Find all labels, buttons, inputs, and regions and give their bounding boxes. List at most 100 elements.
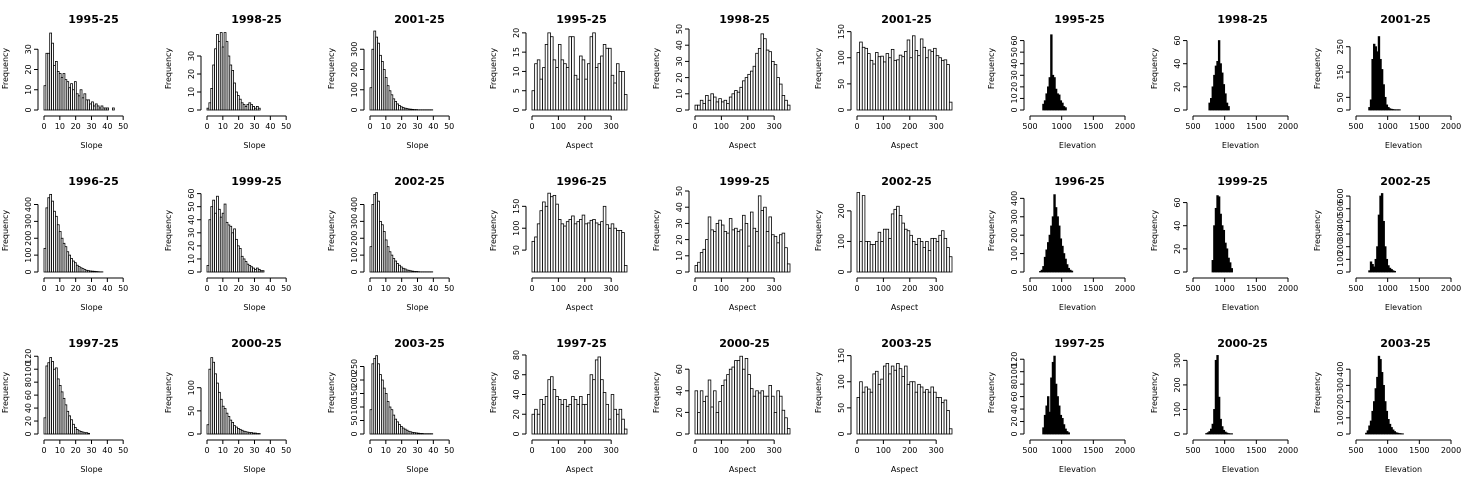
y-tick-label: 40 [1173, 59, 1182, 69]
histogram-bar [949, 102, 952, 110]
y-tick-label: 30 [1010, 70, 1019, 80]
panel-title: 2000-25 [231, 337, 282, 350]
x-tick-label: 100 [876, 284, 891, 293]
x-tick-label: 40 [428, 284, 438, 293]
y-tick-label: 20 [1010, 416, 1019, 426]
y-axis-label: Frequency [489, 210, 498, 252]
y-tick-label: 150 [837, 348, 846, 363]
y-tick-label: 250 [1336, 39, 1345, 54]
x-tick-label: 300 [929, 284, 944, 293]
x-axis-label: Elevation [1385, 465, 1422, 474]
x-tick-label: 40 [265, 446, 275, 455]
y-tick-label: 0 [675, 269, 684, 274]
y-tick-label: 50 [512, 245, 521, 255]
y-tick-label: 0 [512, 107, 521, 112]
y-tick-label: 10 [24, 85, 33, 95]
x-tick-label: 30 [86, 122, 96, 131]
y-tick-label: 0 [1010, 107, 1019, 112]
x-tick-label: 40 [265, 284, 275, 293]
histogram-bar [1065, 108, 1067, 110]
y-tick-label: 60 [1010, 392, 1019, 402]
y-tick-label: 200 [1173, 377, 1182, 392]
y-tick-label: 15 [512, 47, 521, 57]
x-axis-label: Aspect [566, 303, 593, 312]
x-tick-label: 200 [902, 446, 917, 455]
y-axis-label: Frequency [1, 48, 10, 90]
y-axis-label: Frequency [327, 372, 336, 414]
x-tick-label: 0 [692, 446, 697, 455]
y-axis-label: Frequency [1313, 372, 1322, 414]
x-tick-label: 300 [604, 284, 619, 293]
x-axis-label: Elevation [1222, 465, 1259, 474]
x-axis-label: Slope [406, 303, 428, 312]
panel-title: 2003-25 [881, 337, 932, 350]
x-tick-label: 0 [204, 284, 209, 293]
x-tick-label: 1500 [1083, 284, 1103, 293]
x-tick-label: 30 [249, 284, 259, 293]
y-tick-label: 400 [1336, 362, 1345, 377]
x-tick-label: 50 [281, 446, 291, 455]
y-tick-label: 80 [1010, 379, 1019, 389]
y-tick-label: 0 [1336, 431, 1345, 436]
y-tick-label: 150 [512, 199, 521, 214]
x-axis-label: Slope [80, 303, 102, 312]
y-tick-label: 400 [350, 197, 359, 212]
y-tick-label: 20 [675, 73, 684, 83]
x-tick-label: 200 [740, 122, 755, 131]
x-tick-label: 0 [204, 446, 209, 455]
x-tick-label: 500 [1348, 446, 1363, 455]
x-tick-label: 0 [367, 284, 372, 293]
y-tick-label: 0 [1010, 269, 1019, 274]
x-axis-label: Aspect [729, 303, 756, 312]
x-tick-label: 30 [249, 446, 259, 455]
x-tick-label: 1500 [1409, 446, 1429, 455]
x-tick-label: 1000 [1377, 284, 1397, 293]
histogram-bar [1071, 271, 1073, 272]
y-tick-label: 0 [675, 431, 684, 436]
x-tick-label: 500 [1185, 446, 1200, 455]
y-tick-label: 50 [837, 403, 846, 413]
y-tick-label: 0 [1336, 269, 1345, 274]
y-tick-label: 100 [187, 380, 196, 395]
x-tick-label: 300 [604, 446, 619, 455]
x-tick-label: 100 [551, 122, 566, 131]
x-tick-label: 1500 [1083, 122, 1103, 131]
y-tick-label: 200 [350, 231, 359, 246]
x-tick-label: 40 [265, 122, 275, 131]
x-tick-label: 100 [714, 284, 729, 293]
y-axis-label: Frequency [1150, 372, 1159, 414]
panel-title: 1998-25 [231, 13, 282, 26]
x-tick-label: 500 [1022, 446, 1037, 455]
x-tick-label: 500 [1185, 122, 1200, 131]
x-axis-label: Aspect [891, 303, 918, 312]
x-axis-label: Slope [80, 141, 102, 150]
panel-title: 2002-25 [394, 175, 445, 188]
x-tick-label: 10 [55, 284, 65, 293]
y-tick-label: 300 [24, 214, 33, 229]
x-tick-label: 30 [412, 284, 422, 293]
y-tick-label: 20 [1173, 82, 1182, 92]
x-tick-label: 0 [41, 122, 46, 131]
histogram-bar [787, 264, 790, 272]
x-tick-label: 1500 [1246, 122, 1266, 131]
histogram-bar [1394, 271, 1396, 272]
x-tick-label: 40 [102, 122, 112, 131]
y-tick-label: 300 [1010, 209, 1019, 224]
y-tick-label: 200 [1336, 394, 1345, 409]
panel-title: 2002-25 [881, 175, 932, 188]
x-axis-label: Slope [243, 303, 265, 312]
y-axis-label: Frequency [489, 48, 498, 90]
x-axis-label: Aspect [891, 465, 918, 474]
x-axis-label: Aspect [729, 465, 756, 474]
x-tick-label: 40 [428, 122, 438, 131]
y-tick-label: 20 [187, 241, 196, 251]
